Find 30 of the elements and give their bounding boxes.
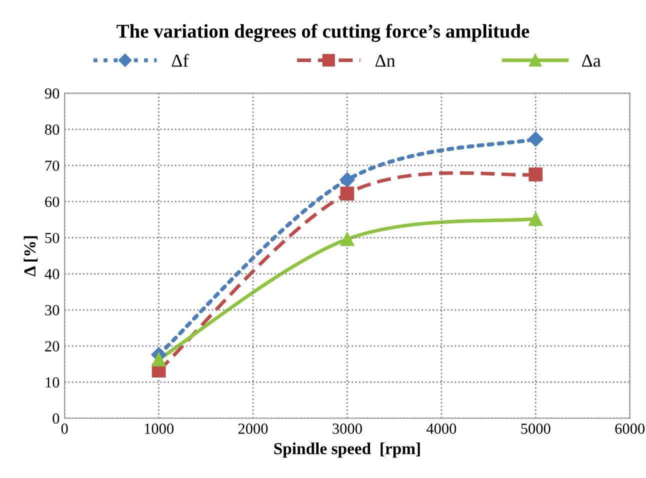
y-tick-label: 30 [45,305,60,316]
point [528,132,544,147]
y-tick-label: 70 [45,160,60,171]
x-tick-label: 3000 [332,424,362,434]
y-axis-title: Δ [%] [24,236,38,276]
y-tick-label: 0 [52,413,60,424]
x-tick-label: 1000 [144,424,174,434]
y-tick-label: 10 [46,377,60,388]
point [528,168,543,182]
x-tick-label: 4000 [426,424,456,434]
x-tick-label: 2000 [238,424,268,434]
point [340,172,355,188]
legend-label: Δf [172,54,189,67]
x-tick-label: 6000 [615,424,645,434]
point [528,212,543,226]
point [152,352,166,366]
x-tick-label: 5000 [521,424,550,434]
y-tick-label: 20 [45,341,60,352]
y-tick-label: 60 [45,196,60,208]
y-tick-label: 50 [45,232,60,244]
x-tick-label: 0 [61,424,68,434]
point [340,232,354,246]
y-tick-label: 90 [44,88,60,99]
chart-title: The variation degrees of cutting force’s amplitude [116,24,530,42]
point [340,186,354,201]
y-tick-label: 40 [44,268,60,280]
legend-label: Δn [375,54,396,67]
x-axis-title: Spindle speed [rpm] [274,442,420,458]
legend-label: Δa [582,54,601,67]
y-tick-label: 80 [45,124,60,135]
